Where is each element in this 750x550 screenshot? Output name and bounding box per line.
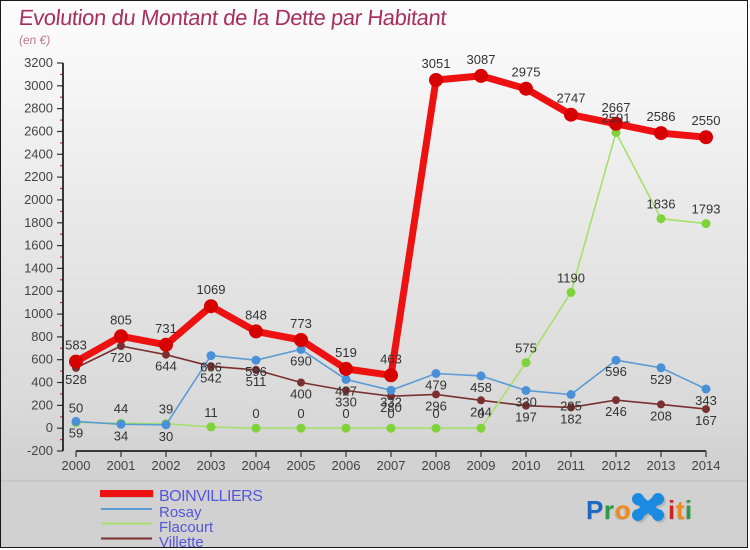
svg-text:Villette: Villette xyxy=(159,534,204,548)
svg-text:2000: 2000 xyxy=(62,458,91,473)
svg-text:39: 39 xyxy=(159,402,173,417)
svg-text:0: 0 xyxy=(252,406,259,421)
svg-text:330: 330 xyxy=(335,395,357,410)
svg-text:542: 542 xyxy=(200,370,222,385)
svg-text:-200: -200 xyxy=(27,443,53,458)
svg-text:P: P xyxy=(586,495,603,525)
svg-text:2011: 2011 xyxy=(557,458,585,473)
svg-text:11: 11 xyxy=(204,405,218,420)
svg-text:44: 44 xyxy=(114,401,128,416)
svg-text:2008: 2008 xyxy=(422,458,451,473)
svg-text:59: 59 xyxy=(69,425,83,440)
svg-text:t: t xyxy=(676,495,685,525)
svg-text:2003: 2003 xyxy=(197,458,226,473)
svg-text:246: 246 xyxy=(605,404,627,419)
svg-text:596: 596 xyxy=(605,364,627,379)
svg-text:200: 200 xyxy=(31,397,53,412)
svg-text:o: o xyxy=(615,495,631,525)
svg-text:34: 34 xyxy=(114,428,128,443)
svg-text:528: 528 xyxy=(65,372,87,387)
svg-text:463: 463 xyxy=(380,351,402,366)
svg-text:2013: 2013 xyxy=(647,458,676,473)
svg-text:2010: 2010 xyxy=(512,458,541,473)
svg-text:1836: 1836 xyxy=(647,197,676,212)
svg-text:182: 182 xyxy=(560,411,582,426)
svg-text:3051: 3051 xyxy=(422,56,451,71)
svg-text:600: 600 xyxy=(31,352,53,367)
svg-text:644: 644 xyxy=(155,359,177,374)
svg-text:296: 296 xyxy=(425,398,447,413)
svg-text:1793: 1793 xyxy=(692,202,721,217)
svg-text:2586: 2586 xyxy=(647,109,676,124)
svg-text:343: 343 xyxy=(695,393,717,408)
svg-text:2591: 2591 xyxy=(602,111,631,126)
svg-text:773: 773 xyxy=(290,316,312,331)
svg-text:805: 805 xyxy=(110,312,132,327)
svg-text:30: 30 xyxy=(159,429,173,444)
svg-text:400: 400 xyxy=(31,375,53,390)
svg-text:2001: 2001 xyxy=(107,458,136,473)
svg-text:2200: 2200 xyxy=(24,169,53,184)
svg-text:1800: 1800 xyxy=(24,215,53,230)
svg-text:2006: 2006 xyxy=(332,458,361,473)
svg-text:1190: 1190 xyxy=(557,270,585,285)
svg-text:3087: 3087 xyxy=(467,52,496,67)
svg-text:2007: 2007 xyxy=(377,458,406,473)
svg-text:720: 720 xyxy=(110,350,132,365)
svg-text:848: 848 xyxy=(245,307,267,322)
svg-text:519: 519 xyxy=(335,345,357,360)
svg-text:208: 208 xyxy=(650,408,672,423)
svg-text:2975: 2975 xyxy=(512,65,541,80)
svg-text:2800: 2800 xyxy=(24,101,53,116)
svg-text:0: 0 xyxy=(46,420,53,435)
svg-text:167: 167 xyxy=(695,413,717,428)
svg-text:575: 575 xyxy=(515,341,537,356)
svg-text:2005: 2005 xyxy=(287,458,316,473)
svg-text:197: 197 xyxy=(515,410,537,425)
svg-text:2012: 2012 xyxy=(602,458,631,473)
svg-text:3000: 3000 xyxy=(24,78,53,93)
svg-text:690: 690 xyxy=(290,353,312,368)
svg-text:50: 50 xyxy=(69,401,83,416)
svg-text:2002: 2002 xyxy=(152,458,181,473)
svg-text:800: 800 xyxy=(31,329,53,344)
svg-text:458: 458 xyxy=(470,380,492,395)
svg-text:479: 479 xyxy=(425,378,447,393)
svg-text:2600: 2600 xyxy=(24,124,53,139)
svg-text:330: 330 xyxy=(515,395,537,410)
svg-text:2004: 2004 xyxy=(242,458,271,473)
svg-text:583: 583 xyxy=(65,338,87,353)
svg-text:1600: 1600 xyxy=(24,238,53,253)
svg-text:2747: 2747 xyxy=(557,91,586,106)
svg-text:1400: 1400 xyxy=(24,260,53,275)
svg-text:1000: 1000 xyxy=(24,306,53,321)
svg-text:3200: 3200 xyxy=(24,55,53,70)
svg-text:244: 244 xyxy=(470,404,492,419)
svg-text:0: 0 xyxy=(297,406,304,421)
svg-text:r: r xyxy=(604,495,614,525)
svg-text:i: i xyxy=(685,495,692,525)
svg-text:280: 280 xyxy=(380,400,402,415)
svg-text:731: 731 xyxy=(155,321,177,336)
svg-text:511: 511 xyxy=(246,374,267,389)
svg-text:2014: 2014 xyxy=(692,458,721,473)
svg-text:2009: 2009 xyxy=(467,458,496,473)
svg-text:i: i xyxy=(668,495,675,525)
svg-text:2550: 2550 xyxy=(692,113,721,128)
svg-text:1069: 1069 xyxy=(197,282,226,297)
svg-text:400: 400 xyxy=(290,387,312,402)
svg-text:1200: 1200 xyxy=(24,283,53,298)
svg-text:2400: 2400 xyxy=(24,146,53,161)
svg-text:BOINVILLIERS: BOINVILLIERS xyxy=(159,488,262,505)
svg-text:2000: 2000 xyxy=(24,192,53,207)
svg-text:529: 529 xyxy=(650,372,672,387)
